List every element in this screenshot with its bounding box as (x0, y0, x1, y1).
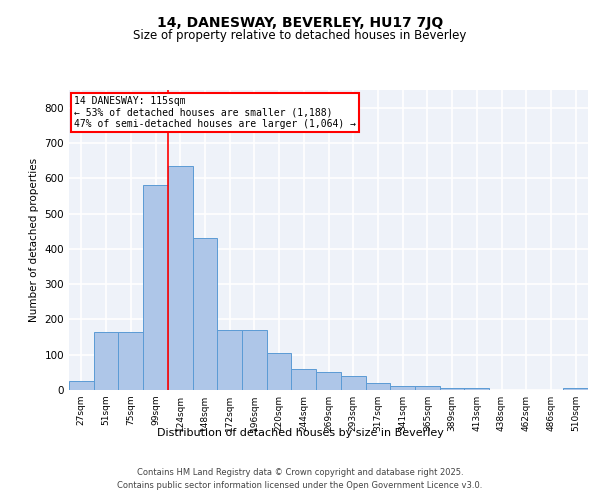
Bar (242, 330, 267, 390)
Bar (143, 186, 168, 390)
Y-axis label: Number of detached properties: Number of detached properties (29, 158, 39, 322)
Bar (193, 238, 217, 390)
Text: Contains public sector information licensed under the Open Government Licence v3: Contains public sector information licen… (118, 480, 482, 490)
Text: Size of property relative to detached houses in Beverley: Size of property relative to detached ho… (133, 30, 467, 43)
Bar (365, 383, 390, 390)
Bar (292, 369, 316, 390)
Bar (390, 386, 415, 390)
Bar (267, 353, 292, 390)
Text: Contains HM Land Registry data © Crown copyright and database right 2025.: Contains HM Land Registry data © Crown c… (137, 468, 463, 477)
Bar (168, 166, 193, 390)
Text: 14, DANESWAY, BEVERLEY, HU17 7JQ: 14, DANESWAY, BEVERLEY, HU17 7JQ (157, 16, 443, 30)
Bar (341, 376, 365, 390)
Bar (118, 332, 143, 390)
Bar (69, 381, 94, 390)
Bar (217, 330, 242, 390)
Text: Distribution of detached houses by size in Beverley: Distribution of detached houses by size … (157, 428, 443, 438)
Text: 14 DANESWAY: 115sqm
← 53% of detached houses are smaller (1,188)
47% of semi-det: 14 DANESWAY: 115sqm ← 53% of detached ho… (74, 96, 356, 129)
Bar (440, 388, 464, 390)
Bar (464, 388, 489, 390)
Bar (94, 332, 118, 390)
Bar (415, 386, 440, 390)
Bar (316, 372, 341, 390)
Bar (563, 388, 588, 390)
